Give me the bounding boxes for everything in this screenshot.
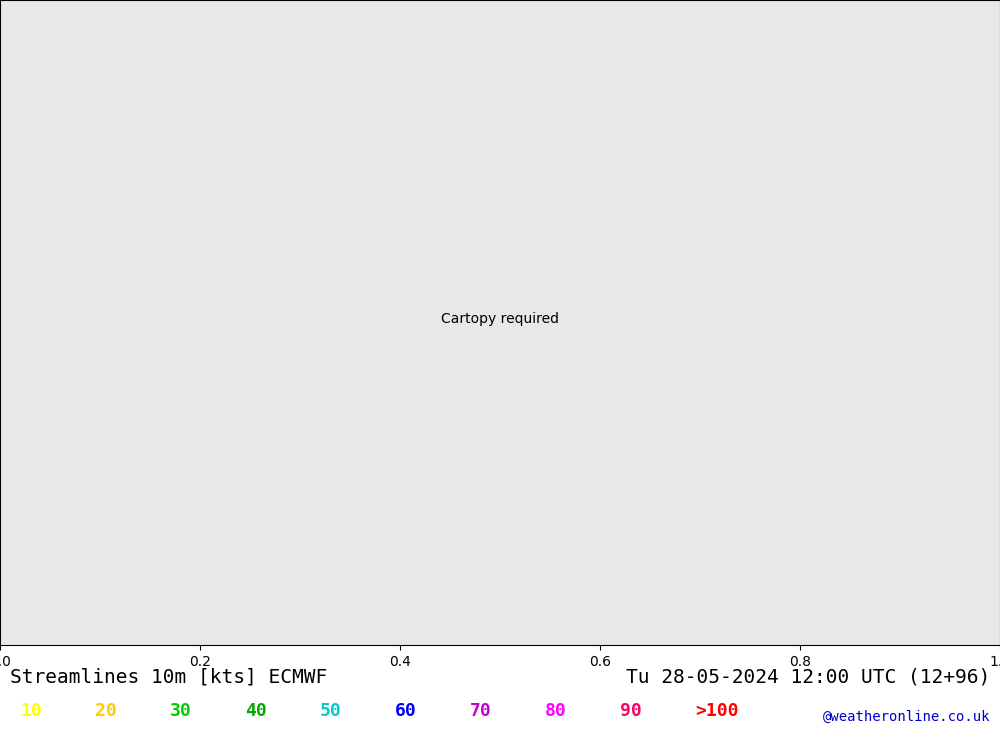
Text: 50: 50 — [320, 702, 342, 720]
Text: 60: 60 — [395, 702, 417, 720]
Text: 10: 10 — [20, 702, 42, 720]
Text: 70: 70 — [470, 702, 492, 720]
Text: Streamlines 10m [kts] ECMWF: Streamlines 10m [kts] ECMWF — [10, 667, 327, 686]
Text: @weatheronline.co.uk: @weatheronline.co.uk — [822, 710, 990, 724]
Text: Tu 28-05-2024 12:00 UTC (12+96): Tu 28-05-2024 12:00 UTC (12+96) — [626, 667, 990, 686]
Text: 30: 30 — [170, 702, 192, 720]
Text: 40: 40 — [245, 702, 267, 720]
Text: 90: 90 — [620, 702, 642, 720]
Text: >100: >100 — [695, 702, 738, 720]
Text: Cartopy required: Cartopy required — [441, 312, 559, 325]
Text: 80: 80 — [545, 702, 567, 720]
Text: 20: 20 — [95, 702, 117, 720]
